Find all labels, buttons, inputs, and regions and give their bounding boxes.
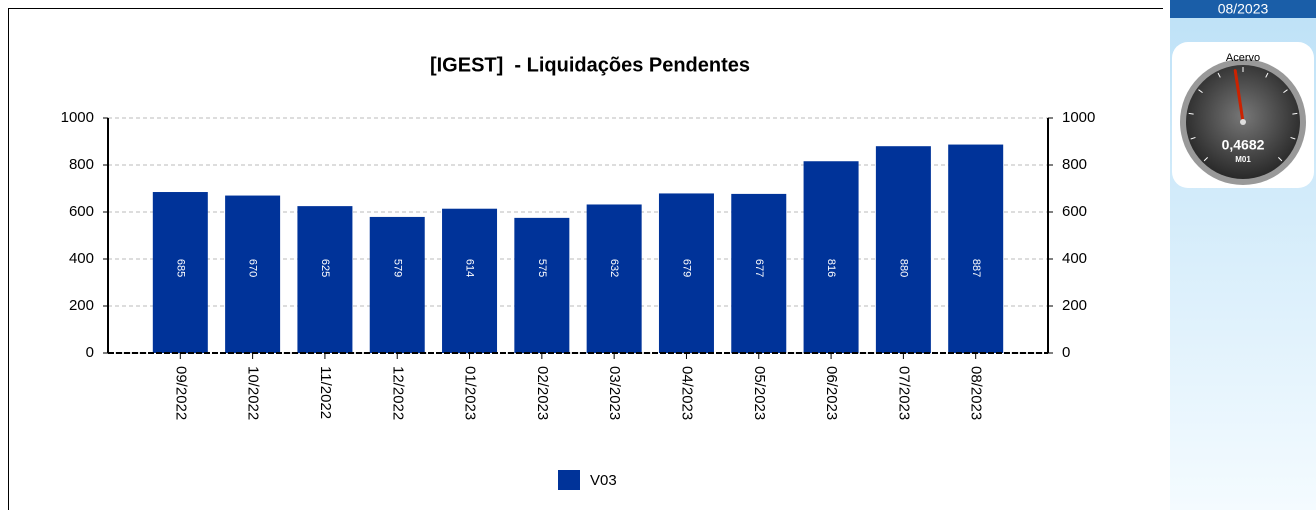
chart-title: [IGEST] - Liquidações Pendentes [430,54,750,76]
x-tick-label: 12/2022 [389,366,406,420]
screen: 08/2023 Acervo 0,4682 M01 [IGEST] - Liqu… [0,0,1316,510]
y-tick-label: 600 [69,203,94,220]
gauge-value: 0,4682 [1222,137,1265,153]
value-label: 579 [391,259,403,277]
value-label: 614 [464,259,476,277]
y-tick-label: 0 [86,344,94,361]
gauge-hub [1240,119,1246,125]
date-label: 08/2023 [1218,1,1269,17]
y2-tick-label: 400 [1062,250,1087,267]
x-tick-label: 01/2023 [462,366,479,420]
value-label: 625 [319,259,331,277]
bar [442,209,497,353]
value-label: 887 [970,259,982,277]
page: 08/2023 Acervo 0,4682 M01 [IGEST] - Liqu… [0,0,1316,510]
x-tick-label: 03/2023 [606,366,623,420]
value-label: 685 [174,259,186,277]
x-tick-label: 05/2023 [751,366,768,420]
value-label: 632 [608,259,620,277]
y2-tick-label: 0 [1062,344,1070,361]
gauge-unit: M01 [1235,155,1251,164]
bar [948,145,1003,353]
value-label: 880 [897,259,909,277]
x-tick-label: 04/2023 [678,366,695,420]
x-tick-label: 06/2023 [823,366,840,420]
x-tick-label: 09/2022 [172,366,189,420]
value-label: 670 [247,259,259,277]
x-tick-label: 02/2023 [534,366,551,420]
bar [587,204,642,353]
x-tick-label: 08/2023 [968,366,985,420]
y-tick-label: 800 [69,156,94,173]
x-tick-label: 10/2022 [245,366,262,420]
value-label: 677 [753,259,765,277]
bar [297,206,352,353]
y2-tick-label: 800 [1062,156,1087,173]
legend-label: V03 [590,472,617,489]
value-label: 575 [536,259,548,277]
bar [370,217,425,353]
y-tick-label: 200 [69,297,94,314]
legend-swatch [558,470,580,490]
x-tick-label: 11/2022 [317,366,334,419]
y2-tick-label: 1000 [1062,109,1095,126]
bar [876,146,931,353]
y2-tick-label: 200 [1062,297,1087,314]
y-tick-label: 1000 [61,109,94,126]
x-tick-label: 07/2023 [895,366,912,420]
gauge-label: Acervo [1226,52,1260,64]
value-label: 816 [825,259,837,277]
y-tick-label: 400 [69,250,94,267]
bar [804,161,859,353]
bar [514,218,569,353]
value-label: 679 [681,259,693,277]
y2-tick-label: 600 [1062,203,1087,220]
